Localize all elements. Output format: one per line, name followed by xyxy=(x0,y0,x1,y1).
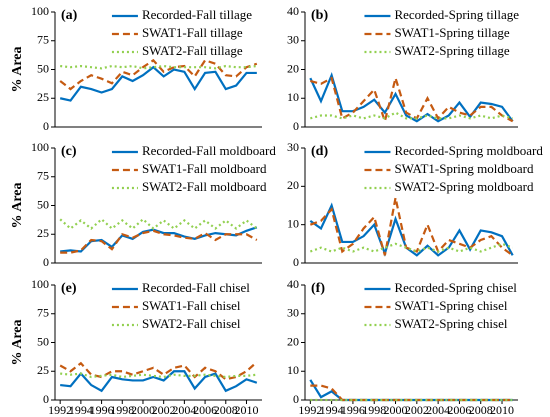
x-tick-label: 1998 xyxy=(362,403,386,417)
legend-label: Recorded-Spring chisel xyxy=(394,280,517,295)
x-tick-label: 2008 xyxy=(214,403,238,417)
x-tick-label: 1996 xyxy=(90,403,114,417)
series-line xyxy=(60,64,257,70)
series-line xyxy=(59,58,258,91)
x-tick-label: 2006 xyxy=(193,403,217,417)
panel-label: (c) xyxy=(61,144,77,159)
panel-label: (f) xyxy=(311,281,325,296)
y-axis-label: % Area xyxy=(10,319,25,365)
y-tick-label: 50 xyxy=(37,334,49,348)
legend-label: SWAT2-Spring moldboard xyxy=(394,179,534,194)
x-tick-label: 1994 xyxy=(320,403,344,417)
x-tick-label: 1992 xyxy=(48,403,72,417)
series-line xyxy=(309,202,514,257)
x-tick-label: 2004 xyxy=(172,403,196,417)
y-tick-label: 25 xyxy=(37,226,49,240)
x-tick-label: 1998 xyxy=(110,403,134,417)
x-tick-label: 2010 xyxy=(490,403,514,417)
x-tick-label: 2000 xyxy=(131,403,155,417)
legend-label: SWAT2-Spring chisel xyxy=(394,316,507,331)
y-tick-label: 10 xyxy=(287,216,299,230)
series-line xyxy=(310,111,513,120)
x-tick-label: 1992 xyxy=(298,403,322,417)
y-tick-label: 50 xyxy=(37,61,49,75)
series-line xyxy=(60,229,258,254)
legend-label: SWAT1-Spring tillage xyxy=(394,25,509,40)
x-tick-label: 2002 xyxy=(152,403,176,417)
y-tick-label: 0 xyxy=(43,119,49,133)
series-line xyxy=(59,361,258,381)
y-tick-label: 25 xyxy=(37,90,49,104)
series-line xyxy=(60,370,258,393)
y-tick-label: 20 xyxy=(287,178,299,192)
y-tick-label: 40 xyxy=(287,277,299,291)
y-tick-label: 30 xyxy=(287,306,299,320)
series-line xyxy=(309,242,514,253)
legend-label: Recorded-Spring moldboard xyxy=(394,143,543,158)
series-line xyxy=(60,372,257,379)
series-line xyxy=(310,384,513,402)
legend-label: SWAT1-Spring moldboard xyxy=(394,161,534,176)
panel-label: (e) xyxy=(61,281,77,296)
legend-label: Recorded-Spring tillage xyxy=(394,7,519,22)
legend-label: Recorded-Fall chisel xyxy=(142,280,250,295)
legend-label: SWAT2-Fall chisel xyxy=(142,316,241,331)
series-line xyxy=(310,74,514,126)
y-tick-label: 0 xyxy=(293,255,299,269)
legend-label: SWAT1-Fall moldboard xyxy=(142,161,267,176)
legend-label: SWAT1-Fall tillage xyxy=(142,25,243,40)
y-tick-label: 25 xyxy=(37,363,49,377)
x-tick-label: 2010 xyxy=(234,403,258,417)
y-tick-label: 0 xyxy=(43,255,49,269)
y-tick-label: 20 xyxy=(287,61,299,75)
y-tick-label: 50 xyxy=(37,197,49,211)
x-tick-label: 1996 xyxy=(341,403,365,417)
panel-label: (d) xyxy=(311,144,328,159)
legend-label: SWAT1-Fall chisel xyxy=(142,298,241,313)
y-tick-label: 75 xyxy=(37,169,49,183)
y-tick-label: 30 xyxy=(287,33,299,47)
y-tick-label: 10 xyxy=(287,363,299,377)
legend-label: Recorded-Fall tillage xyxy=(142,7,252,22)
series-line xyxy=(59,217,258,230)
legend-label: Recorded-Fall moldboard xyxy=(142,143,276,158)
x-tick-label: 2004 xyxy=(426,403,450,417)
y-tick-label: 40 xyxy=(287,4,299,18)
y-axis-label: % Area xyxy=(10,182,25,228)
legend-label: SWAT1-Spring chisel xyxy=(394,298,507,313)
series-line xyxy=(59,65,257,102)
series-line xyxy=(60,226,258,253)
y-axis-label: % Area xyxy=(10,46,25,92)
x-tick-label: 1994 xyxy=(69,403,93,417)
y-tick-label: 0 xyxy=(43,392,49,406)
y-tick-label: 75 xyxy=(37,306,49,320)
panel-label: (a) xyxy=(61,8,78,23)
y-tick-label: 100 xyxy=(31,4,49,18)
y-tick-label: 100 xyxy=(31,277,49,291)
legend-label: SWAT2-Fall tillage xyxy=(142,43,243,58)
x-tick-label: 2002 xyxy=(405,403,429,417)
y-tick-label: 10 xyxy=(287,90,299,104)
legend-label: SWAT2-Spring tillage xyxy=(394,43,509,58)
x-tick-label: 2008 xyxy=(469,403,493,417)
y-tick-label: 100 xyxy=(31,140,49,154)
series-line xyxy=(309,197,514,257)
x-tick-label: 2000 xyxy=(384,403,408,417)
y-tick-label: 30 xyxy=(287,140,299,154)
y-tick-label: 75 xyxy=(37,33,49,47)
y-tick-label: 0 xyxy=(293,392,299,406)
panel-label: (b) xyxy=(311,8,328,23)
y-tick-label: 20 xyxy=(287,334,299,348)
y-tick-label: 0 xyxy=(293,119,299,133)
legend-label: SWAT2-Fall moldboard xyxy=(142,179,267,194)
x-tick-label: 2006 xyxy=(447,403,471,417)
